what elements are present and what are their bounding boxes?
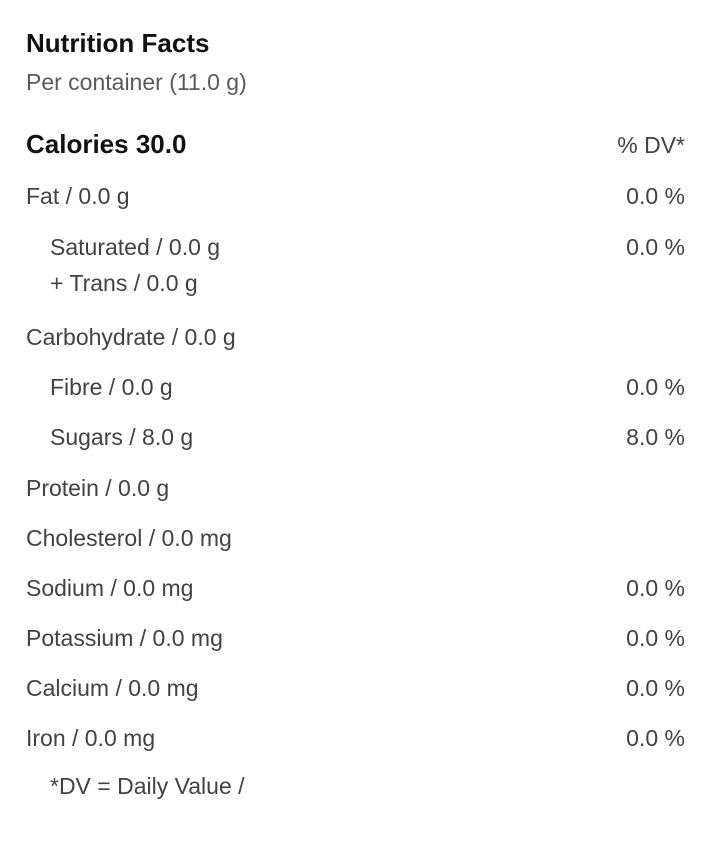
sugars-dv: 8.0 % <box>626 421 685 453</box>
sugars-label: Sugars / 8.0 g <box>26 421 193 453</box>
calcium-dv: 0.0 % <box>626 672 685 704</box>
dv-footnote: *DV = Daily Value / <box>26 773 685 800</box>
iron-dv: 0.0 % <box>626 722 685 754</box>
potassium-label: Potassium / 0.0 mg <box>26 622 223 654</box>
fat-dv: 0.0 % <box>626 180 685 212</box>
sodium-row: Sodium / 0.0 mg 0.0 % <box>26 572 685 604</box>
protein-label: Protein / 0.0 g <box>26 472 169 504</box>
carb-label: Carbohydrate / 0.0 g <box>26 321 236 353</box>
carb-row: Carbohydrate / 0.0 g <box>26 321 685 353</box>
serving-size: Per container (11.0 g) <box>26 69 685 96</box>
cholesterol-label: Cholesterol / 0.0 mg <box>26 522 232 554</box>
calories-label: Calories 30.0 <box>26 126 186 162</box>
sugars-row: Sugars / 8.0 g 8.0 % <box>26 421 685 453</box>
saturated-label: Saturated / 0.0 g <box>50 231 220 263</box>
fibre-row: Fibre / 0.0 g 0.0 % <box>26 371 685 403</box>
protein-row: Protein / 0.0 g <box>26 472 685 504</box>
iron-row: Iron / 0.0 mg 0.0 % <box>26 722 685 754</box>
calcium-row: Calcium / 0.0 mg 0.0 % <box>26 672 685 704</box>
cholesterol-row: Cholesterol / 0.0 mg <box>26 522 685 554</box>
trans-label: + Trans / 0.0 g <box>50 267 220 299</box>
potassium-row: Potassium / 0.0 mg 0.0 % <box>26 622 685 654</box>
dv-header: % DV* <box>617 129 685 161</box>
saturated-trans-dv: 0.0 % <box>626 231 685 263</box>
saturated-trans-group: Saturated / 0.0 g + Trans / 0.0 g <box>26 231 220 303</box>
header-row: Calories 30.0 % DV* <box>26 126 685 162</box>
fat-label: Fat / 0.0 g <box>26 180 130 212</box>
fat-row: Fat / 0.0 g 0.0 % <box>26 180 685 212</box>
saturated-trans-row: Saturated / 0.0 g + Trans / 0.0 g 0.0 % <box>26 231 685 303</box>
fibre-label: Fibre / 0.0 g <box>26 371 173 403</box>
nutrition-title: Nutrition Facts <box>26 28 685 59</box>
fibre-dv: 0.0 % <box>626 371 685 403</box>
sodium-label: Sodium / 0.0 mg <box>26 572 193 604</box>
potassium-dv: 0.0 % <box>626 622 685 654</box>
sodium-dv: 0.0 % <box>626 572 685 604</box>
calcium-label: Calcium / 0.0 mg <box>26 672 199 704</box>
iron-label: Iron / 0.0 mg <box>26 722 155 754</box>
